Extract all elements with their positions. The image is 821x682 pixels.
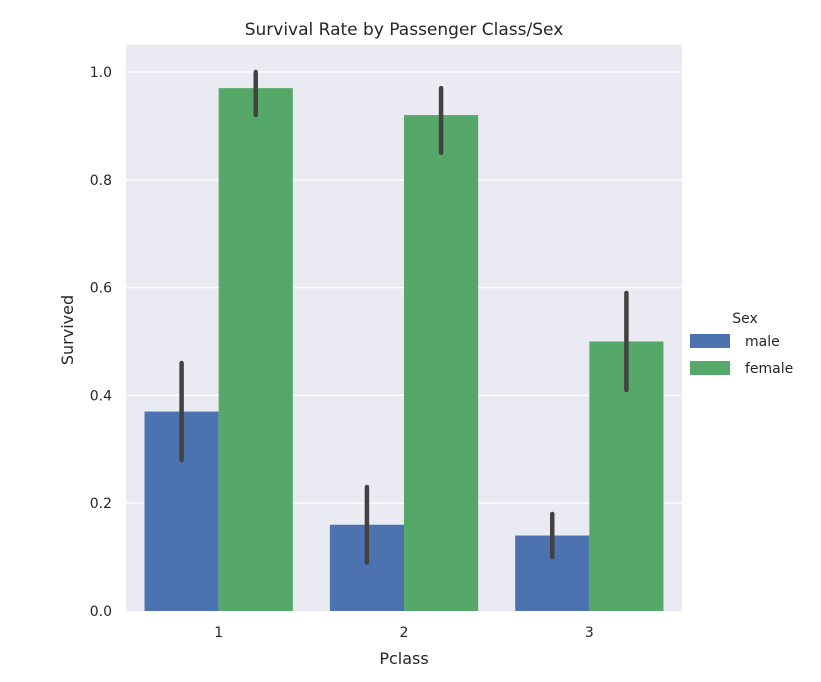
y-tick-label: 0.6 bbox=[90, 281, 112, 297]
x-tick-label: 1 bbox=[214, 625, 223, 641]
y-tick-label: 1.0 bbox=[90, 65, 112, 81]
y-tick-label: 0.0 bbox=[90, 604, 112, 620]
y-axis-label: Survived bbox=[58, 295, 77, 365]
x-tick-labels: 1 2 3 bbox=[214, 625, 594, 641]
legend-label-male: male bbox=[745, 334, 780, 350]
bars-group bbox=[144, 88, 664, 612]
y-tick-labels: 0.0 0.2 0.4 0.6 0.8 1.0 bbox=[90, 65, 112, 620]
bar-female-2 bbox=[404, 115, 479, 612]
legend-title: Sex bbox=[732, 311, 758, 327]
y-tick-label: 0.2 bbox=[90, 496, 112, 512]
y-tick-label: 0.8 bbox=[90, 173, 112, 189]
legend: Sex male female bbox=[690, 311, 793, 377]
x-tick-label: 2 bbox=[400, 625, 409, 641]
chart-title: Survival Rate by Passenger Class/Sex bbox=[245, 20, 564, 40]
x-axis-label: Pclass bbox=[379, 649, 428, 668]
legend-swatch-male bbox=[690, 334, 730, 348]
error-bars-group bbox=[179, 69, 629, 565]
x-tick-label: 3 bbox=[585, 625, 594, 641]
legend-swatch-female bbox=[690, 361, 730, 375]
legend-label-female: female bbox=[745, 361, 793, 377]
y-tick-label: 0.4 bbox=[90, 388, 112, 404]
bar-female-1 bbox=[218, 88, 293, 612]
